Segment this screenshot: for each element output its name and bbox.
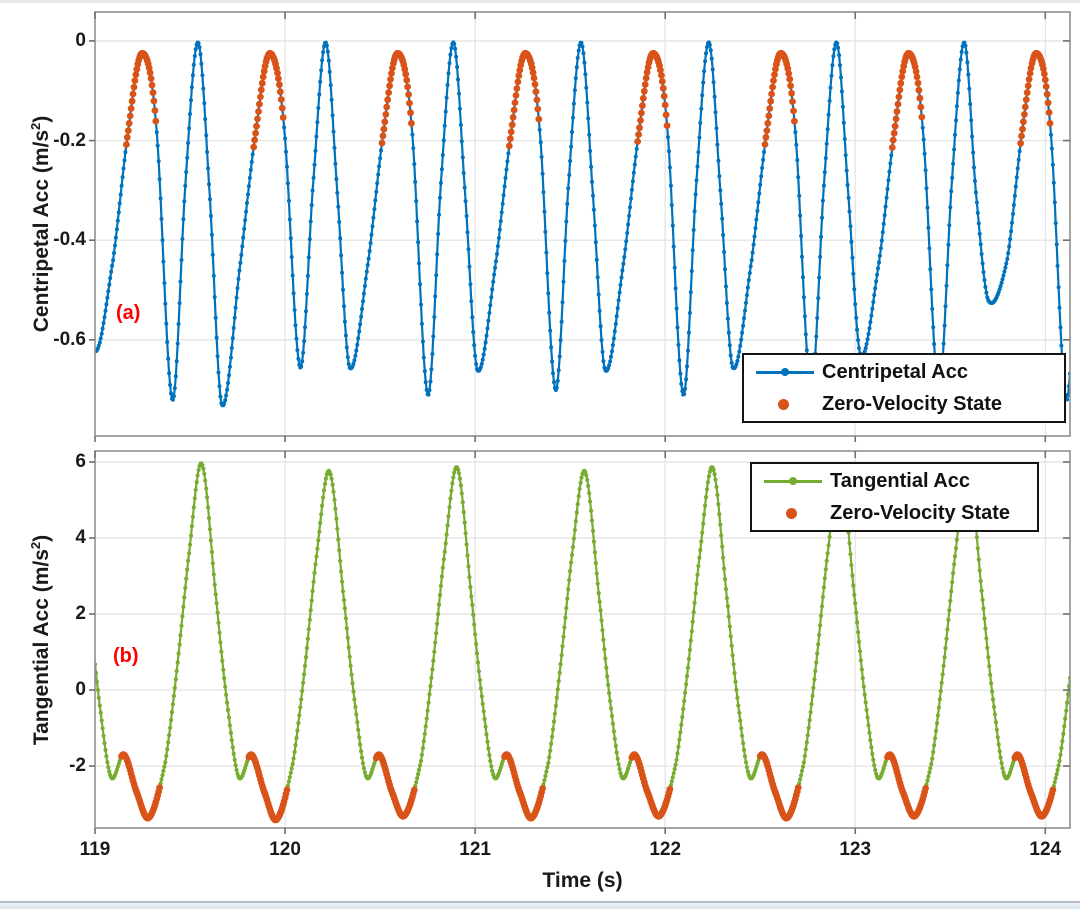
y-tick-label-tangential: 4 xyxy=(75,527,86,549)
legend-centripetal: Centripetal Acc Zero-Velocity State xyxy=(742,353,1066,423)
x-tick-label: 121 xyxy=(459,839,491,860)
y-tick-label-tangential: 2 xyxy=(75,603,86,625)
legend-entry-centripetal-acc: Centripetal Acc xyxy=(756,356,1064,388)
legend-entry-zero-velocity-a: Zero-Velocity State xyxy=(756,388,1064,420)
y-tick-label-centripetal: -0.2 xyxy=(53,129,86,151)
centripetal-zero-velocity-markers xyxy=(123,49,1054,151)
x-tick-label: 122 xyxy=(649,839,682,860)
dot-marker-icon xyxy=(764,506,822,520)
annotation-a: (a) xyxy=(116,302,141,324)
y-tick-label-centripetal: 0 xyxy=(75,29,86,51)
x-axis-label: Time (s) xyxy=(542,869,623,892)
legend-entry-tangential-acc: Tangential Acc xyxy=(764,465,1037,497)
legend-tangential: Tangential Acc Zero-Velocity State xyxy=(750,462,1039,532)
legend-entry-zero-velocity-b: Zero-Velocity State xyxy=(764,497,1037,529)
y-tick-label-centripetal: -0.4 xyxy=(53,229,86,251)
line-dot-marker-icon xyxy=(756,365,814,379)
legend-label: Zero-Velocity State xyxy=(830,501,1011,524)
y-tick-label-centripetal: -0.6 xyxy=(53,328,86,350)
x-tick-label: 123 xyxy=(839,839,872,860)
y-axis-label-tangential: Tangential Acc (m/s2) xyxy=(28,534,53,746)
x-tick-label: 120 xyxy=(269,839,301,860)
annotation-b: (b) xyxy=(113,645,139,667)
legend-label: Centripetal Acc xyxy=(822,360,968,383)
y-tick-label-tangential: -2 xyxy=(69,755,86,777)
window-top-edge xyxy=(0,0,1080,3)
x-tick-label: 124 xyxy=(1029,839,1062,860)
dot-marker-icon xyxy=(756,397,814,411)
y-tick-label-tangential: 0 xyxy=(75,679,86,701)
legend-label: Zero-Velocity State xyxy=(822,392,1003,415)
window-bottom-scrollbar[interactable] xyxy=(0,901,1080,909)
y-tick-label-tangential: 6 xyxy=(75,451,86,473)
tangential-zero-velocity-markers xyxy=(118,751,1057,824)
x-tick-label: 119 xyxy=(79,839,111,860)
legend-label: Tangential Acc xyxy=(830,469,971,492)
tangential-series xyxy=(95,461,1070,824)
centripetal-series xyxy=(95,40,1070,408)
line-dot-marker-icon xyxy=(764,474,822,488)
subplot-tangential xyxy=(89,450,1071,834)
